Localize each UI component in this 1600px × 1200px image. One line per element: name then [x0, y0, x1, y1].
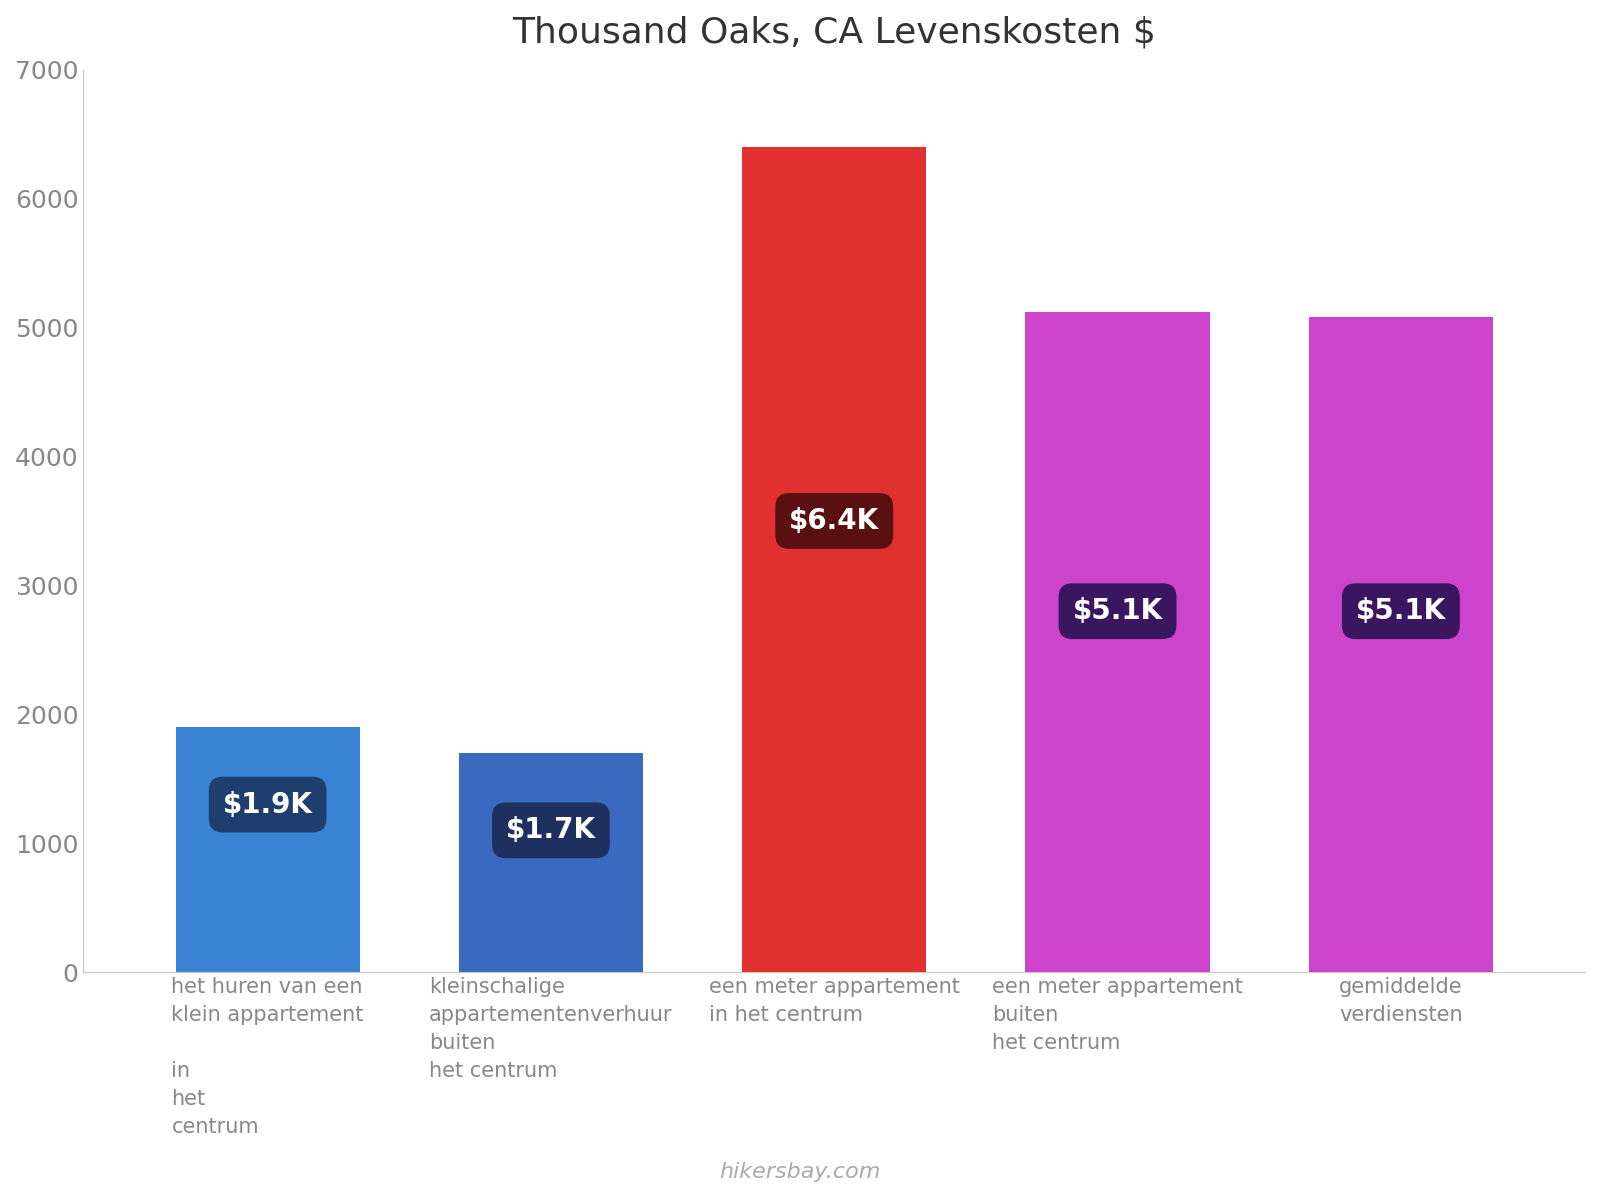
- Bar: [742, 148, 926, 972]
- Bar: [1309, 317, 1493, 972]
- Text: $1.7K: $1.7K: [506, 816, 595, 845]
- Bar: [176, 727, 360, 972]
- Text: hikersbay.com: hikersbay.com: [720, 1162, 880, 1182]
- Text: $5.1K: $5.1K: [1072, 598, 1163, 625]
- Text: $5.1K: $5.1K: [1355, 598, 1446, 625]
- Bar: [1026, 312, 1210, 972]
- Text: $1.9K: $1.9K: [222, 791, 312, 818]
- Text: $6.4K: $6.4K: [789, 506, 880, 535]
- Title: Thousand Oaks, CA Levenskosten $: Thousand Oaks, CA Levenskosten $: [512, 14, 1157, 49]
- Bar: [459, 752, 643, 972]
